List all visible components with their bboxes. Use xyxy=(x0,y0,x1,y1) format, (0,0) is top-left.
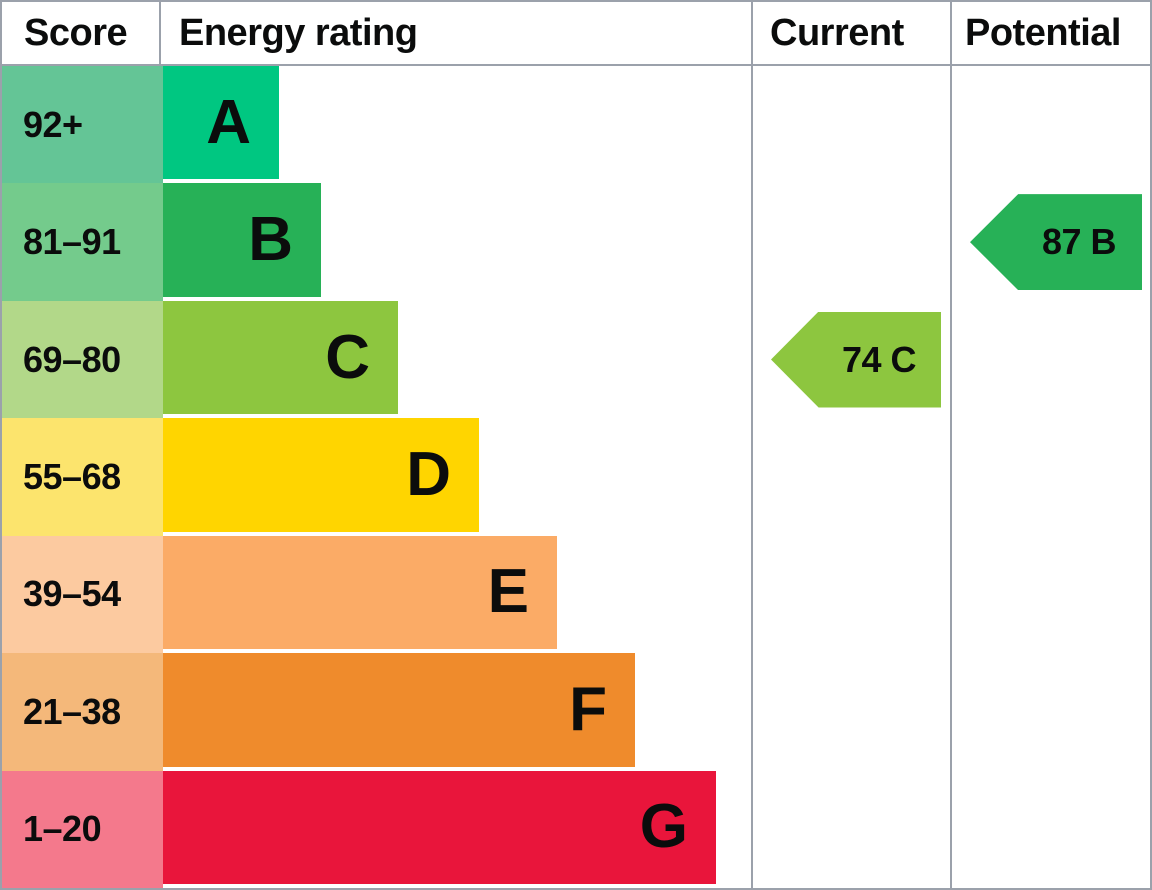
current-slot-e xyxy=(753,536,950,653)
bar-area-a: A xyxy=(163,66,751,183)
bar-area-b: B xyxy=(163,183,751,300)
band-bar-d: D xyxy=(163,418,479,532)
potential-rating-label: 87 B xyxy=(1041,221,1117,263)
band-bar-f: F xyxy=(163,653,635,767)
band-letter-c: C xyxy=(325,322,370,392)
band-bar-a: A xyxy=(163,66,279,180)
score-cell-f: 21–38 xyxy=(2,653,163,771)
band-letter-g: G xyxy=(639,792,688,862)
bar-area-d: D xyxy=(163,418,751,535)
band-bar-b: B xyxy=(163,183,321,297)
current-rating-label: 74 C xyxy=(841,338,917,380)
current-slot-c: 74 C xyxy=(753,301,950,418)
bar-area-g: G xyxy=(163,770,751,888)
bar-area-c: C xyxy=(163,300,751,418)
current-slot-a xyxy=(753,66,950,183)
score-cell-a: 92+ xyxy=(2,66,163,184)
potential-slot-e xyxy=(952,536,1150,653)
band-bar-g: G xyxy=(163,770,716,884)
potential-slot-d xyxy=(952,418,1150,535)
current-slot-b xyxy=(753,183,950,300)
score-cell-g: 1–20 xyxy=(2,770,163,888)
band-letter-a: A xyxy=(206,87,251,157)
band-letter-d: D xyxy=(406,439,451,509)
score-cell-c: 69–80 xyxy=(2,300,163,419)
score-cell-d: 55–68 xyxy=(2,418,163,536)
potential-rating-arrow: 87 B xyxy=(970,194,1142,291)
header-score: Score xyxy=(2,2,161,66)
potential-slot-b: 87 B xyxy=(952,183,1150,300)
current-rating-arrow: 74 C xyxy=(771,311,941,408)
band-letter-f: F xyxy=(569,674,607,744)
band-row-d: 55–68 D xyxy=(2,418,751,536)
potential-slot-g xyxy=(952,771,1150,888)
bar-area-e: E xyxy=(163,535,751,653)
band-row-b: 81–91 B xyxy=(2,183,751,301)
band-bar-c: C xyxy=(163,300,398,415)
current-column: 74 C xyxy=(751,66,950,888)
potential-column: 87 B xyxy=(950,66,1150,888)
band-row-g: 1–20 G xyxy=(2,770,751,888)
header-potential: Potential xyxy=(950,2,1150,66)
score-cell-e: 39–54 xyxy=(2,535,163,654)
potential-slot-a xyxy=(952,66,1150,183)
current-slot-d xyxy=(753,418,950,535)
bar-area-f: F xyxy=(163,653,751,770)
band-row-a: 92+ A xyxy=(2,66,751,184)
header-current: Current xyxy=(751,2,950,66)
potential-slot-f xyxy=(952,653,1150,770)
potential-slot-c xyxy=(952,301,1150,418)
band-row-c: 69–80 C xyxy=(2,300,751,419)
band-rows: 92+ A 81–91 B 69–80 C 55–68 D 39–54 E 21–38 F 1–20 G xyxy=(2,66,751,888)
band-row-e: 39–54 E xyxy=(2,535,751,654)
header-energy-rating: Energy rating xyxy=(161,2,751,66)
band-letter-b: B xyxy=(248,205,293,275)
score-cell-b: 81–91 xyxy=(2,183,163,301)
band-bar-e: E xyxy=(163,535,557,650)
current-slot-g xyxy=(753,771,950,888)
current-slot-f xyxy=(753,653,950,770)
band-letter-e: E xyxy=(487,557,529,627)
band-row-f: 21–38 F xyxy=(2,653,751,771)
